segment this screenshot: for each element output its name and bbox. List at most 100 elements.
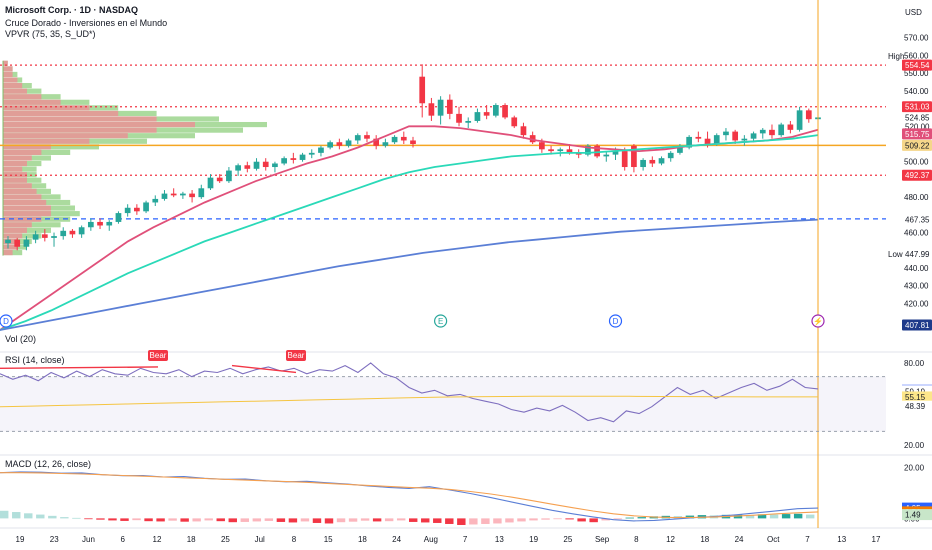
macd-histogram-bar — [108, 518, 117, 521]
macd-histogram-bar — [336, 518, 346, 523]
macd-tick-label: 20.00 — [904, 464, 925, 473]
macd-signal-line — [0, 472, 819, 519]
candle-body — [14, 239, 21, 247]
price-tag-label: 520.00 — [905, 122, 930, 131]
symbol-title[interactable]: Microsoft Corp. · 1D · NASDAQ — [5, 5, 139, 15]
macd-histogram-bar — [577, 518, 586, 522]
time-tick-label: 19 — [16, 535, 25, 544]
macd-histogram-bar — [589, 518, 598, 523]
candle-body — [695, 136, 702, 139]
time-tick-label: 8 — [634, 535, 639, 544]
candle-body — [603, 154, 610, 157]
candle-body — [143, 202, 149, 212]
time-tick-label: 8 — [292, 535, 297, 544]
macd-histogram-bar — [396, 518, 406, 521]
event-marker: ⚡ — [811, 314, 825, 328]
currency-label[interactable]: USD — [905, 8, 922, 17]
candle-body — [502, 105, 508, 118]
candle-body — [281, 158, 287, 164]
volume-profile-bar-down — [3, 116, 157, 122]
macd-histogram-bar — [745, 515, 755, 519]
candle-body — [446, 99, 453, 114]
macd-histogram-bar — [120, 518, 129, 521]
event-marker: D — [608, 314, 623, 328]
volume-profile-bar-down — [3, 99, 61, 105]
volume-profile-bar-down — [3, 211, 51, 217]
time-tick-label: 15 — [324, 535, 333, 544]
time-tick-label: 13 — [837, 535, 846, 544]
macd-histogram-bar — [805, 514, 815, 519]
macd-histogram-bar — [384, 518, 394, 522]
volume-profile-bar-down — [3, 66, 13, 72]
price-tag-label: 554.54 — [905, 61, 930, 70]
macd-histogram-bar — [12, 512, 21, 519]
price-tag-label: 407.81 — [905, 321, 930, 330]
candle-body — [474, 112, 481, 121]
candle-body — [354, 135, 361, 141]
candle-body — [456, 113, 462, 123]
macd-histogram-bar — [601, 518, 610, 521]
time-tick-label: 24 — [392, 535, 401, 544]
time-tick-label: 18 — [358, 535, 367, 544]
volume-profile-bar-down — [3, 233, 23, 239]
candle-body — [373, 138, 380, 146]
volume-profile-bar-down — [3, 149, 42, 155]
macd-histogram-bar — [469, 518, 478, 525]
candle-body — [290, 158, 297, 160]
volume-pane-label[interactable]: Vol (20) — [5, 334, 37, 344]
candle-body — [69, 230, 76, 235]
price-tag-box — [902, 248, 932, 260]
time-tick-label: 23 — [50, 535, 59, 544]
macd-histogram-bar — [228, 518, 237, 523]
macd-histogram-bar — [517, 518, 526, 522]
candle-body — [566, 149, 573, 153]
price-tick-label: 500.00 — [904, 158, 929, 167]
macd-histogram-bar — [781, 514, 791, 519]
time-tick-label: 17 — [872, 535, 881, 544]
macd-histogram-bar — [144, 518, 153, 522]
candle-body — [713, 135, 720, 144]
event-marker: E — [434, 314, 448, 328]
price-tick-label: 480.00 — [904, 193, 929, 202]
time-tick-label: 25 — [221, 535, 230, 544]
moving-average-fast — [0, 125, 819, 331]
macd-histogram-bar — [156, 518, 165, 522]
candle-body — [345, 140, 352, 146]
rsi-pane-label[interactable]: RSI (14, close) — [5, 355, 65, 365]
volume-profile-bar-down — [3, 121, 195, 128]
candle-body — [336, 142, 343, 146]
price-tag-label: 509.22 — [905, 141, 930, 150]
candle-body — [198, 188, 205, 198]
macd-pane-label[interactable]: MACD (12, 26, close) — [5, 459, 92, 469]
candle-body — [235, 165, 241, 171]
time-tick-label: 25 — [563, 535, 572, 544]
candle-body — [189, 193, 195, 198]
candle-body — [253, 161, 260, 169]
macd-tag-label: 1.49 — [905, 511, 921, 520]
volume-profile-bar-down — [3, 244, 18, 250]
price-tag-box — [902, 128, 932, 140]
price-tag-label: 524.85 — [905, 114, 930, 123]
candle-body — [410, 140, 416, 144]
rsi-tick-label: 80.00 — [904, 359, 925, 368]
vpvr-label[interactable]: VPVR (75, 35, S_UD*) — [5, 29, 96, 39]
macd-histogram-bar — [84, 518, 93, 520]
candle-body — [51, 236, 57, 238]
price-tag-box — [902, 319, 932, 331]
price-tick-label: 550.00 — [904, 69, 929, 78]
macd-histogram-bar — [252, 518, 262, 522]
event-marker-circle — [0, 314, 13, 328]
candle-body — [631, 145, 637, 168]
event-marker-label: ⚡ — [813, 316, 823, 326]
candle-body — [492, 105, 499, 116]
macd-histogram-bar — [372, 518, 382, 522]
candle-body — [308, 152, 315, 155]
candle-body — [400, 136, 407, 141]
candle-body — [134, 207, 140, 212]
moving-average-slow — [0, 218, 819, 331]
macd-histogram-bar — [457, 518, 466, 525]
volume-profile-bar-down — [3, 227, 27, 233]
strategy-label[interactable]: Cruce Dorado - Inversiones en el Mundo — [5, 18, 168, 28]
event-marker-circle — [811, 314, 825, 328]
macd-histogram-bar — [505, 518, 514, 523]
